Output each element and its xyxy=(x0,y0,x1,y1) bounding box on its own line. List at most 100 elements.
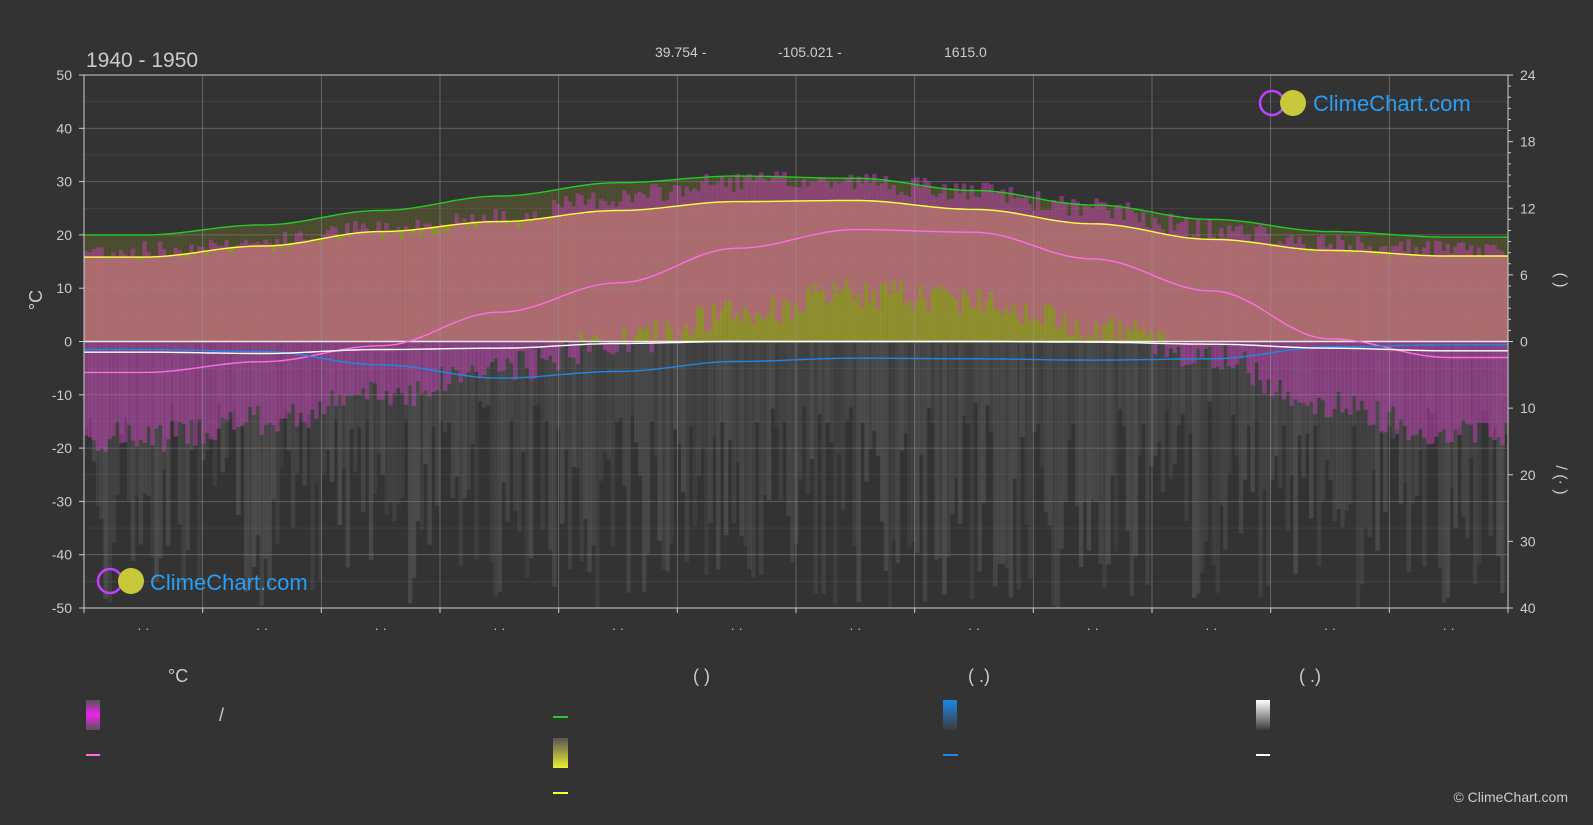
sunshine-bar xyxy=(204,250,210,342)
temp-range-bar xyxy=(989,184,994,293)
sunshine-bar xyxy=(712,202,717,342)
sunshine-bar xyxy=(813,200,819,342)
temp-range-bar xyxy=(1164,233,1170,358)
precip-bar xyxy=(1293,341,1298,574)
temp-range-bar xyxy=(1371,254,1376,425)
left-axis-unit: °C xyxy=(26,290,46,310)
sunshine-bar xyxy=(833,200,838,342)
month-label: · · xyxy=(493,621,505,636)
precip-bar xyxy=(497,341,503,592)
precip-bar xyxy=(1215,341,1220,593)
precip-bar xyxy=(1074,341,1080,507)
sunshine-bar xyxy=(1250,242,1256,342)
temp-range-bar xyxy=(758,172,764,316)
sunshine-bar xyxy=(290,243,296,342)
sunshine-bar xyxy=(591,211,596,342)
temp-range-bar xyxy=(735,173,741,313)
temp-range-bar xyxy=(965,199,971,296)
sunshine-bar xyxy=(544,217,549,342)
precip-bar xyxy=(1371,341,1376,471)
temp-range-bar xyxy=(1211,236,1216,369)
sunshine-bar xyxy=(1383,252,1388,342)
precip-bar xyxy=(376,341,382,454)
precip-bar xyxy=(532,341,538,406)
sunshine-bar xyxy=(1024,215,1029,342)
sunshine-bar xyxy=(1246,241,1252,342)
temp-range-bar xyxy=(353,221,358,395)
sunshine-bar xyxy=(1484,255,1490,342)
sunshine-bar xyxy=(1258,243,1263,342)
precip-bar xyxy=(1133,341,1138,557)
temp-range-bar xyxy=(598,199,604,345)
sunshine-bar xyxy=(302,241,307,342)
temp-range-bar xyxy=(1004,202,1010,308)
sunshine-bar xyxy=(294,243,300,342)
temp-range-bar xyxy=(1180,221,1185,367)
temp-range-bar xyxy=(501,211,506,371)
sunshine-bar xyxy=(1219,239,1224,342)
sunshine-bar xyxy=(1457,255,1462,342)
sunshine-bar xyxy=(177,254,183,342)
sunshine-bar xyxy=(1348,250,1353,342)
sunshine-bar xyxy=(119,257,124,342)
precip-bar xyxy=(388,341,393,503)
sunshine-bar xyxy=(528,219,534,342)
precip-bar xyxy=(1032,341,1037,432)
precip-bar xyxy=(1059,341,1064,549)
sunshine-bar xyxy=(275,245,280,342)
sunshine-bar xyxy=(279,245,284,342)
sunshine-bar xyxy=(458,223,464,342)
temp-range-bar xyxy=(1504,256,1509,423)
precip-bar xyxy=(536,341,542,405)
sunshine-bar xyxy=(1500,255,1505,342)
precip-bar xyxy=(520,341,526,452)
temp-range-bar xyxy=(481,214,487,376)
sunshine-bar xyxy=(193,252,198,342)
temp-range-bar xyxy=(216,245,222,429)
sunshine-bar xyxy=(115,257,120,342)
precip-bar xyxy=(1055,341,1060,608)
temp-range-bar xyxy=(1390,246,1396,407)
precip-bar xyxy=(1316,341,1322,566)
sunshine-bar xyxy=(1156,232,1162,342)
precip-bar xyxy=(1152,341,1158,456)
legend-sunshine-swatch xyxy=(553,738,568,768)
precip-bar xyxy=(470,341,475,444)
temp-range-bar xyxy=(1035,191,1041,321)
precip-bar xyxy=(848,341,854,408)
sunshine-bar xyxy=(1176,236,1181,342)
temp-range-bar xyxy=(1348,245,1353,415)
temp-range-bar xyxy=(450,226,456,367)
precip-bar xyxy=(1476,341,1482,565)
temp-range-bar xyxy=(1039,210,1045,326)
sunshine-bar xyxy=(1129,227,1135,342)
sunshine-bar xyxy=(1172,235,1177,342)
temp-range-bar xyxy=(1355,236,1361,411)
sunshine-bar xyxy=(1410,254,1415,342)
temp-range-bar xyxy=(236,244,241,427)
sunshine-bar xyxy=(1121,226,1127,342)
sunshine-bar xyxy=(325,237,331,342)
precip-bar xyxy=(119,341,124,434)
sunshine-bar xyxy=(1480,255,1486,342)
sunshine-bar xyxy=(450,224,456,342)
precip-bar xyxy=(1086,341,1092,551)
sunshine-bar xyxy=(1320,250,1326,342)
precip-bar xyxy=(321,341,327,474)
sunshine-bar xyxy=(84,257,89,342)
sunshine-bar xyxy=(1086,223,1092,342)
precip-bar xyxy=(677,341,682,445)
temp-range-bar xyxy=(310,238,315,410)
temp-range-bar xyxy=(204,255,210,434)
precip-bar xyxy=(1394,341,1400,430)
sunshine-bar xyxy=(403,230,409,342)
precip-bar xyxy=(1449,341,1454,489)
elevation-value: 1615.0 xyxy=(944,44,987,60)
temp-range-bar xyxy=(942,184,947,291)
sunshine-bar xyxy=(860,200,865,342)
temp-range-bar xyxy=(1429,255,1435,444)
temp-range-bar xyxy=(1188,237,1193,365)
sunshine-bar xyxy=(446,225,452,342)
temp-range-bar xyxy=(1309,247,1314,402)
sunshine-bar xyxy=(852,200,858,342)
